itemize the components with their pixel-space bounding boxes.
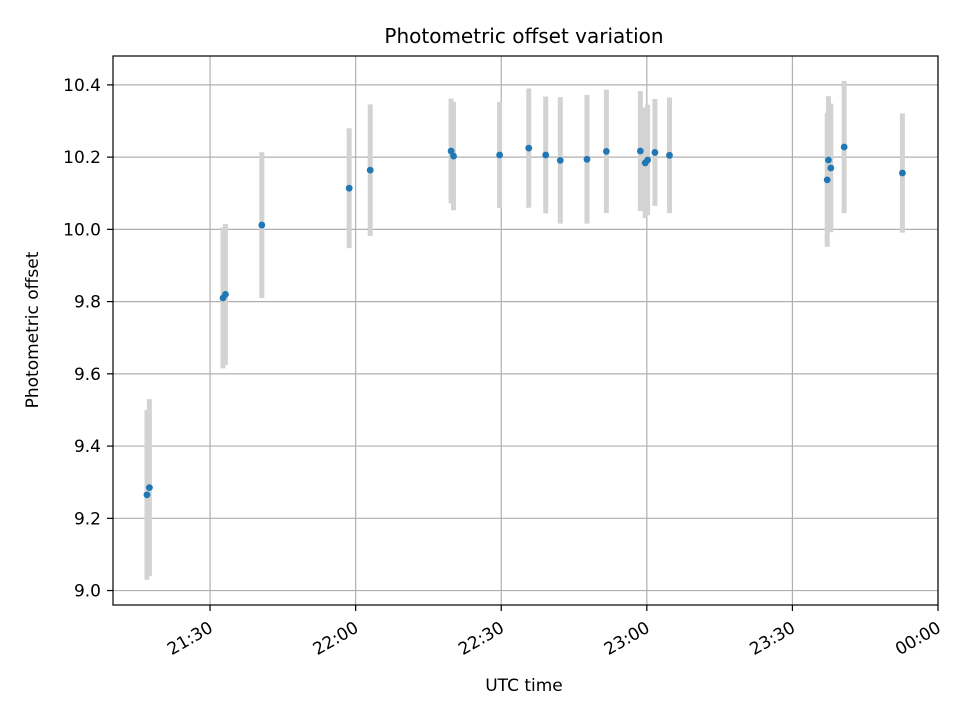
data-point <box>447 147 455 155</box>
data-point <box>258 221 266 229</box>
data-point <box>143 491 151 499</box>
data-point <box>651 149 659 156</box>
data-point <box>583 155 591 163</box>
y-tick-label: 9.4 <box>74 437 101 457</box>
y-tick-label: 9.6 <box>74 365 101 385</box>
data-point <box>222 290 229 298</box>
y-tick-label: 9.0 <box>74 582 101 602</box>
data-point <box>496 151 504 159</box>
y-tick-label: 9.8 <box>74 293 101 313</box>
data-point <box>366 166 374 174</box>
y-tick-label: 10.4 <box>63 76 101 96</box>
data-point <box>840 143 848 151</box>
y-axis-label: Photometric offset <box>23 251 43 408</box>
data-point <box>825 156 832 164</box>
data-point <box>525 144 533 152</box>
x-axis-label: UTC time <box>485 676 563 696</box>
data-point <box>827 164 835 172</box>
y-tick-label: 10.2 <box>63 148 101 168</box>
chart-title: Photometric offset variation <box>384 24 663 48</box>
data-point <box>145 484 153 492</box>
data-point <box>345 184 353 192</box>
data-point <box>556 156 564 164</box>
data-point <box>899 169 906 177</box>
data-point <box>644 156 652 164</box>
data-point <box>823 176 831 184</box>
data-point <box>450 152 457 160</box>
y-tick-label: 9.2 <box>74 509 101 529</box>
data-point <box>542 151 550 159</box>
data-point <box>666 151 673 159</box>
data-points <box>143 143 906 499</box>
y-axis-ticks: 9.0 9.2 9.4 9.6 9.8 10.0 10.2 10.4 <box>63 76 113 602</box>
data-point <box>636 147 644 155</box>
y-tick-label: 10.0 <box>63 220 101 240</box>
plot-frame <box>112 55 939 606</box>
data-point <box>602 147 610 155</box>
